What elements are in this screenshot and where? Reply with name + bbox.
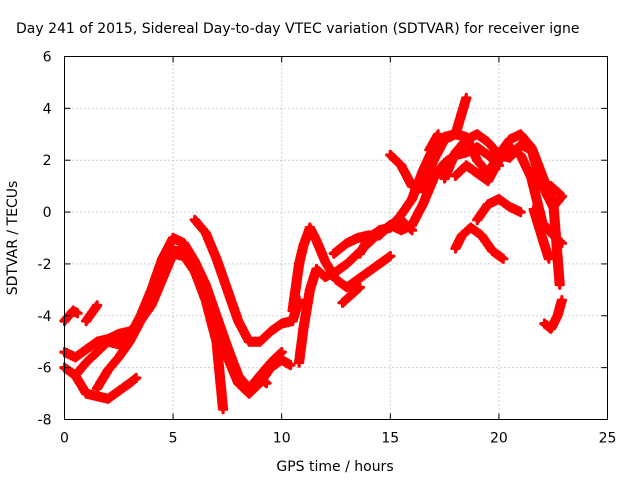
- data-series-track-20: [528, 204, 555, 264]
- data-series-track-17: [439, 129, 568, 213]
- y-tick-label: -4: [38, 309, 52, 325]
- y-tick-label: -2: [38, 257, 52, 273]
- grid: [64, 56, 608, 420]
- chart-title: Day 241 of 2015, Sidereal Day-to-day VTE…: [16, 21, 579, 37]
- y-tick-label: 0: [43, 205, 52, 221]
- axis-ticks: 0 5 10 15 20 25 -8 -6 -4 -2 0 2 4 6: [38, 50, 617, 447]
- x-tick-label: 15: [381, 431, 399, 447]
- data-series-track-8: [254, 372, 272, 389]
- data-series: [59, 92, 568, 415]
- y-tick-label: 2: [43, 153, 52, 169]
- y-axis-label: SDTVAR / TECUs: [5, 181, 21, 296]
- x-tick-label: 25: [599, 431, 617, 447]
- data-series-track-15: [424, 129, 444, 155]
- data-series-track-21: [539, 295, 568, 334]
- x-tick-label: 10: [273, 431, 291, 447]
- x-tick-label: 5: [169, 431, 178, 447]
- data-series-track-7: [189, 214, 305, 347]
- data-series-track-22: [545, 180, 565, 200]
- plot-frame: [64, 56, 608, 420]
- y-tick-label: 6: [43, 50, 52, 66]
- data-series-track-10: [287, 222, 396, 316]
- data-series-track-19: [450, 222, 509, 264]
- y-tick-label: 4: [43, 101, 52, 117]
- data-series-track-18: [472, 193, 526, 226]
- y-tick-label: -6: [38, 361, 52, 377]
- data-series-track-12: [337, 282, 366, 308]
- x-axis-label: GPS time / hours: [276, 459, 393, 475]
- data-series-track-14: [385, 92, 472, 194]
- data-series-track-6: [91, 245, 296, 399]
- data-series-track-5: [81, 300, 103, 327]
- x-tick-label: 20: [490, 431, 508, 447]
- data-series-track-3: [59, 305, 83, 327]
- x-tick-label: 0: [60, 431, 69, 447]
- y-tick-label: -8: [38, 413, 52, 429]
